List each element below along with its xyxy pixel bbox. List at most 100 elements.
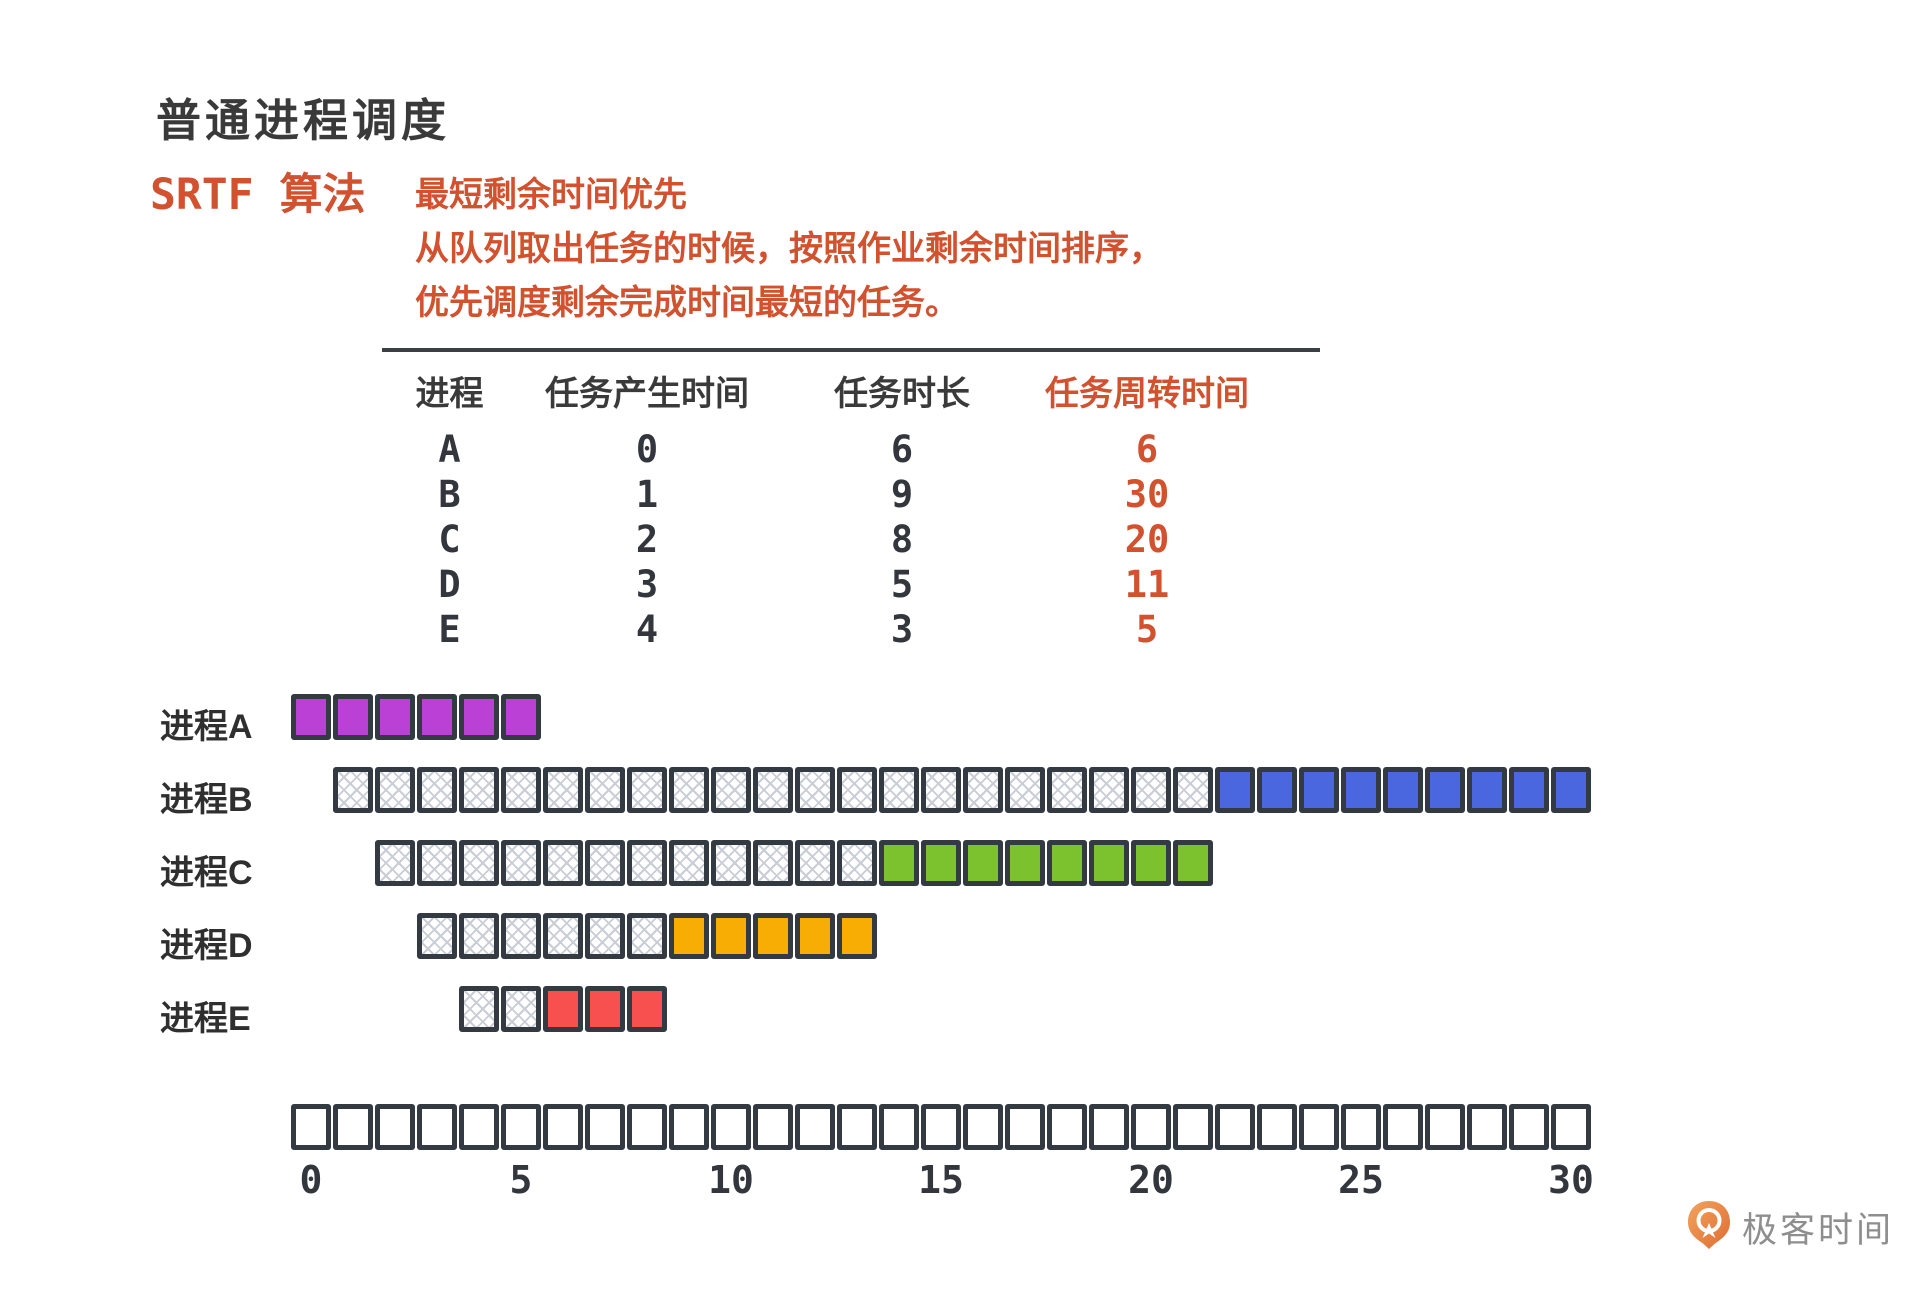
algorithm-description-line: 最短剩余时间优先	[415, 176, 687, 214]
timeline-tick-label: 0	[299, 1158, 323, 1202]
gantt-run-block	[837, 913, 877, 959]
timeline-cell	[333, 1104, 373, 1150]
gantt-wait-block	[795, 840, 835, 886]
gantt-wait-block	[459, 840, 499, 886]
gantt-wait-block	[1047, 767, 1087, 813]
gantt-wait-block	[585, 767, 625, 813]
table-cell-process: A	[438, 428, 461, 471]
gantt-wait-block	[669, 840, 709, 886]
table-row: A 0 6 6	[382, 428, 1322, 473]
timeline-tick-label: 5	[509, 1158, 533, 1202]
gantt-row-label: 进程D	[160, 927, 253, 965]
gantt-wait-block	[1173, 767, 1213, 813]
gantt-wait-block	[669, 767, 709, 813]
timeline-cell	[1089, 1104, 1129, 1150]
timeline-cell	[627, 1104, 667, 1150]
process-table-header: 进程 任务产生时间 任务时长 任务周转时间	[382, 366, 1322, 415]
timeline-cell	[669, 1104, 709, 1150]
gantt-run-block	[1005, 840, 1045, 886]
timeline-cell	[921, 1104, 961, 1150]
table-row: C 2 8 20	[382, 518, 1322, 563]
algorithm-description-line: 从队列取出任务的时候，按照作业剩余时间排序，	[415, 230, 1163, 268]
gantt-wait-block	[585, 913, 625, 959]
timeline-cell	[543, 1104, 583, 1150]
timeline-cell	[1047, 1104, 1087, 1150]
gantt-wait-block	[627, 913, 667, 959]
table-header-cell: 进程	[415, 375, 484, 413]
gantt-wait-block	[795, 767, 835, 813]
timeline-cell	[963, 1104, 1003, 1150]
table-cell-duration: 9	[890, 473, 914, 516]
gantt-wait-block	[501, 986, 541, 1032]
gantt-wait-block	[837, 840, 877, 886]
gantt-run-block	[585, 986, 625, 1032]
gantt-wait-block	[627, 767, 667, 813]
gantt-run-block	[921, 840, 961, 886]
timeline-cell	[753, 1104, 793, 1150]
timeline-cell	[1509, 1104, 1549, 1150]
timeline-cell	[1005, 1104, 1045, 1150]
timeline-cell	[501, 1104, 541, 1150]
gantt-run-block	[1341, 767, 1381, 813]
gantt-wait-block	[1005, 767, 1045, 813]
gantt-run-block	[963, 840, 1003, 886]
gantt-row-label: 进程C	[160, 854, 253, 892]
gantt-wait-block	[543, 840, 583, 886]
algorithm-description: 最短剩余时间优先 从队列取出任务的时候，按照作业剩余时间排序， 优先调度剩余完成…	[415, 168, 1163, 330]
gantt-wait-block	[459, 986, 499, 1032]
timeline-tick-label: 15	[918, 1158, 964, 1202]
timeline-cell	[879, 1104, 919, 1150]
gantt-run-block	[627, 986, 667, 1032]
geektime-logo-text: 极客时间	[1742, 1211, 1895, 1250]
gantt-run-block	[669, 913, 709, 959]
gantt-wait-block	[501, 840, 541, 886]
timeline-cell	[1257, 1104, 1297, 1150]
table-cell-turnaround: 20	[1124, 518, 1170, 561]
gantt-run-block	[1467, 767, 1507, 813]
algorithm-description-line: 优先调度剩余完成时间最短的任务。	[415, 284, 959, 322]
table-row: D 3 5 11	[382, 563, 1322, 608]
gantt-wait-block	[627, 840, 667, 886]
timeline-cell	[417, 1104, 457, 1150]
gantt-wait-block	[837, 767, 877, 813]
gantt-run-block	[711, 913, 751, 959]
table-cell-turnaround: 6	[1135, 428, 1159, 471]
timeline-cell	[1215, 1104, 1255, 1150]
timeline-tick-label: 10	[708, 1158, 754, 1202]
gantt-wait-block	[711, 767, 751, 813]
table-cell-arrival: 0	[635, 428, 659, 471]
gantt-wait-block	[459, 767, 499, 813]
gantt-wait-block	[543, 913, 583, 959]
table-cell-arrival: 1	[635, 473, 659, 516]
table-cell-duration: 3	[890, 608, 914, 651]
gantt-wait-block	[1131, 767, 1171, 813]
gantt-run-block	[1383, 767, 1423, 813]
gantt-wait-block	[417, 913, 457, 959]
gantt-run-block	[795, 913, 835, 959]
table-top-rule	[382, 348, 1320, 352]
table-header-cell: 任务周转时间	[1045, 375, 1249, 413]
gantt-wait-block	[417, 840, 457, 886]
gantt-wait-block	[711, 840, 751, 886]
gantt-run-block	[501, 694, 541, 740]
table-header-cell: 任务产生时间	[545, 375, 749, 413]
gantt-wait-block	[753, 840, 793, 886]
process-table-body: A 0 6 6 B 1 9 30 C 2 8 20 D 3 5 11 E 4 3 5	[382, 428, 1322, 653]
gantt-wait-block	[963, 767, 1003, 813]
algorithm-title: SRTF 算法	[150, 170, 366, 220]
gantt-wait-block	[375, 840, 415, 886]
table-cell-arrival: 2	[635, 518, 659, 561]
table-cell-turnaround: 11	[1124, 563, 1170, 606]
timeline-cell	[459, 1104, 499, 1150]
table-cell-turnaround: 30	[1124, 473, 1170, 516]
gantt-run-block	[1173, 840, 1213, 886]
gantt-run-block	[753, 913, 793, 959]
gantt-run-block	[1047, 840, 1087, 886]
table-cell-duration: 5	[890, 563, 914, 606]
timeline-cell	[837, 1104, 877, 1150]
timeline-cell	[1425, 1104, 1465, 1150]
timeline-cell	[1467, 1104, 1507, 1150]
table-cell-turnaround: 5	[1135, 608, 1159, 651]
gantt-wait-block	[543, 767, 583, 813]
gantt-run-block	[543, 986, 583, 1032]
